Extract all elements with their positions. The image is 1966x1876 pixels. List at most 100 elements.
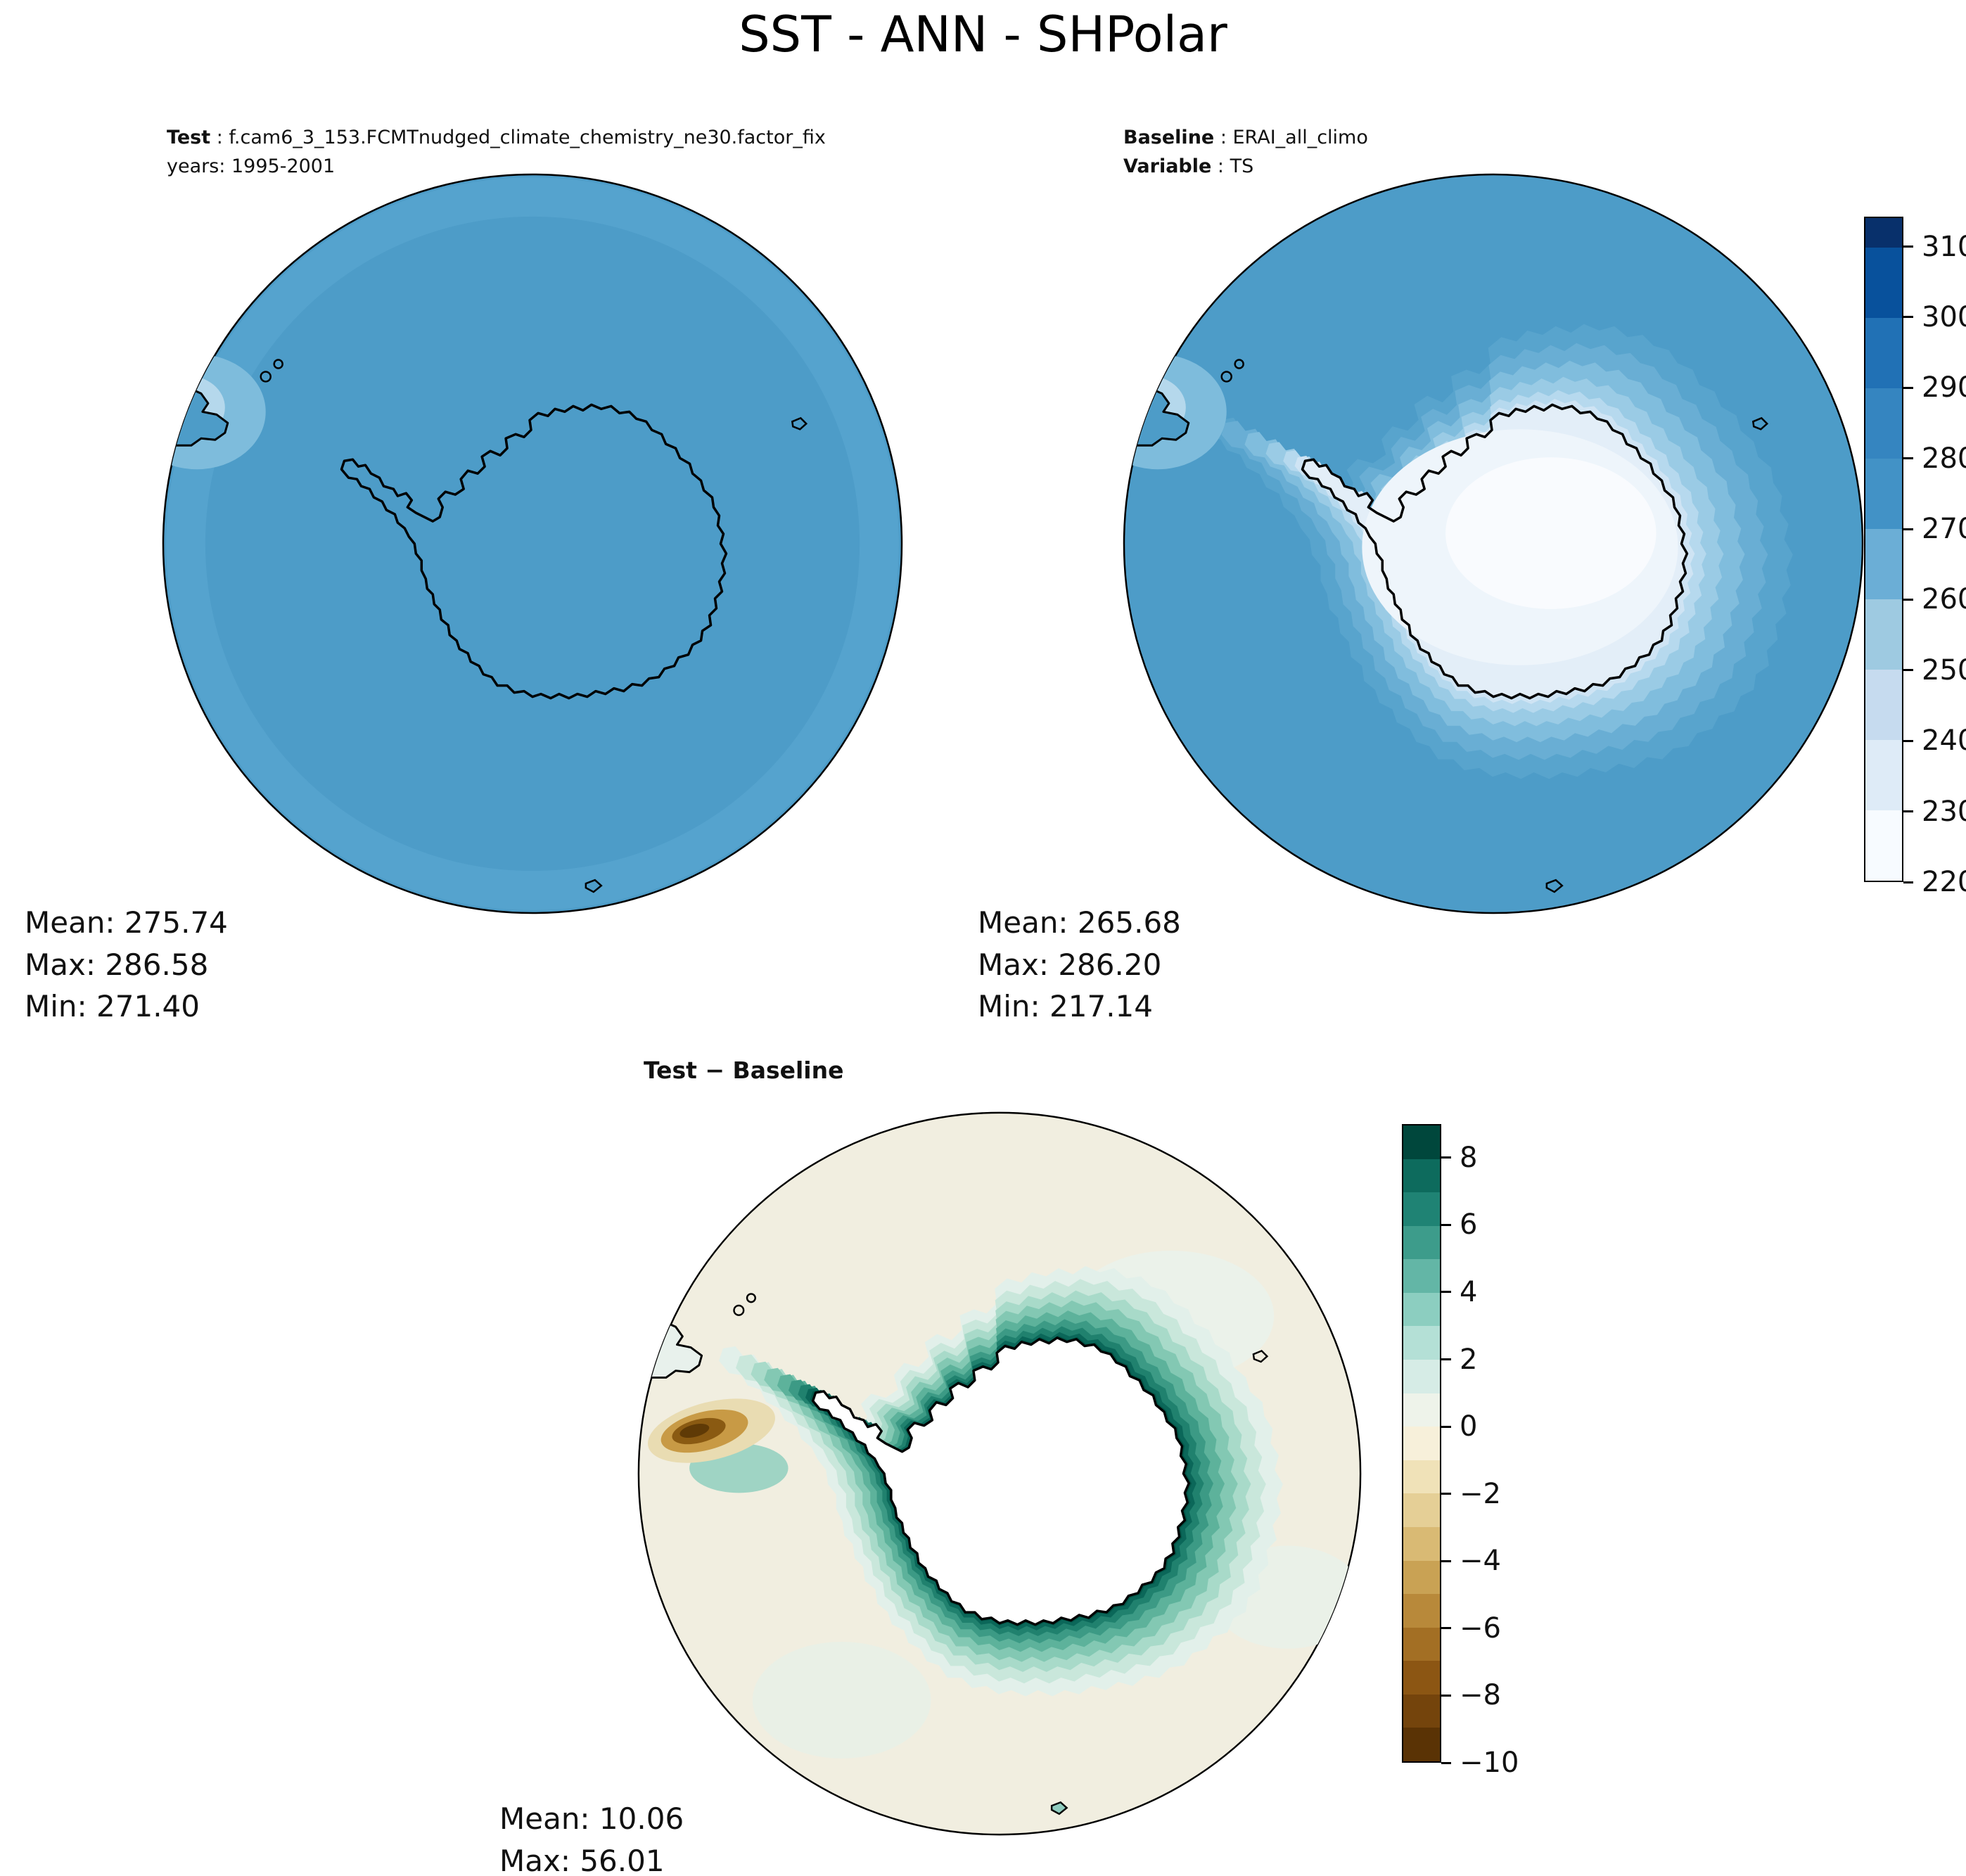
- colorbar-band: [1403, 1594, 1440, 1628]
- colorbar-band: [1865, 459, 1902, 530]
- tick-mark: [1903, 739, 1913, 742]
- colorbar-tick-label: −4: [1460, 1545, 1501, 1578]
- colorbar-band: [1403, 1560, 1440, 1595]
- colorbar-tick: 220: [1903, 866, 1966, 898]
- baseline-stats: Mean: 265.68 Max: 286.20 Min: 217.14: [978, 902, 1181, 1028]
- baseline-map-contents: [1123, 324, 1793, 893]
- colorbar-tick-label: 2: [1460, 1343, 1478, 1376]
- colorbar-tick: 300: [1903, 301, 1966, 333]
- test-dataset-line: Test : f.cam6_3_153.FCMTnudged_climate_c…: [167, 124, 826, 153]
- colorbar-band: [1403, 1728, 1440, 1761]
- colorbar-tick-label: −10: [1460, 1747, 1519, 1779]
- tick-mark: [1903, 810, 1913, 813]
- difference-colorbar-bands: [1402, 1124, 1441, 1763]
- colorbar-band: [1403, 1159, 1440, 1193]
- colorbar-tick: 4: [1441, 1276, 1477, 1308]
- diff-panel-title: Test − Baseline: [644, 1057, 844, 1084]
- colorbar-tick: 280: [1903, 442, 1966, 475]
- colorbar-band: [1403, 1292, 1440, 1327]
- colorbar-tick-label: 270: [1922, 513, 1966, 546]
- variable-value: : TS: [1211, 155, 1254, 177]
- colorbar-band: [1865, 599, 1902, 670]
- colorbar-tick-label: 0: [1460, 1410, 1478, 1443]
- colorbar-band: [1403, 1661, 1440, 1695]
- baseline-mean: Mean: 265.68: [978, 905, 1181, 940]
- colorbar-band: [1403, 1360, 1440, 1393]
- colorbar-tick: −10: [1441, 1747, 1519, 1779]
- colorbar-band: [1403, 1526, 1440, 1561]
- baseline-min: Min: 217.14: [978, 989, 1153, 1024]
- tick-mark: [1441, 1156, 1451, 1159]
- colorbar-tick: 230: [1903, 796, 1966, 828]
- test-years: years: 1995-2001: [167, 155, 336, 177]
- tick-mark: [1441, 1425, 1451, 1428]
- tick-mark: [1441, 1358, 1451, 1361]
- negative-brown-patch: [648, 1398, 775, 1463]
- colorbar-band: [1865, 810, 1902, 881]
- colorbar-band: [1403, 1192, 1440, 1226]
- colorbar-tick-label: 300: [1922, 300, 1966, 333]
- baseline-dataset: : ERAI_all_climo: [1214, 127, 1368, 148]
- variable-label: Variable: [1123, 155, 1212, 177]
- colorbar-tick-label: 220: [1922, 866, 1966, 898]
- diff-max: Max: 56.01: [499, 1843, 665, 1876]
- baseline-dataset-line: Baseline : ERAI_all_climo: [1123, 124, 1368, 153]
- test-map: [162, 173, 903, 914]
- colorbar-tick: −4: [1441, 1545, 1501, 1577]
- coldest-core: [1445, 457, 1657, 609]
- colorbar-tick-label: 230: [1922, 795, 1966, 828]
- tick-mark: [1441, 1627, 1451, 1630]
- colorbar-tick: 0: [1441, 1410, 1477, 1443]
- difference-colorbar: 8 6 4 2 0 −2 −4 −6 −8 −10: [1402, 1124, 1519, 1779]
- test-annotation: Test : f.cam6_3_153.FCMTnudged_climate_c…: [167, 124, 826, 181]
- colorbar-band: [1865, 318, 1902, 389]
- colorbar-extend-band: [1865, 218, 1902, 248]
- test-stats: Mean: 275.74 Max: 286.58 Min: 271.40: [25, 902, 228, 1028]
- tick-mark: [1903, 598, 1913, 601]
- colorbar-band: [1403, 1393, 1440, 1427]
- diff-map-contents: [638, 1250, 1361, 1816]
- colorbar-tick: −8: [1441, 1679, 1501, 1711]
- tick-mark: [1441, 1559, 1451, 1562]
- colorbar-tick: 6: [1441, 1208, 1477, 1241]
- colorbar-tick: 240: [1903, 725, 1966, 757]
- temperature-colorbar: 310 300 290 280 270 260 250 240 230 220: [1864, 217, 1966, 898]
- test-dataset: : f.cam6_3_153.FCMTnudged_climate_chemis…: [210, 127, 826, 148]
- colorbar-tick-label: 240: [1922, 725, 1966, 758]
- difference-colorbar-ticks: 8 6 4 2 0 −2 −4 −6 −8 −10: [1402, 1124, 1519, 1779]
- colorbar-tick: 260: [1903, 583, 1966, 615]
- diff-map: [637, 1111, 1362, 1836]
- tick-mark: [1441, 1493, 1451, 1495]
- tick-mark: [1441, 1291, 1451, 1294]
- colorbar-band: [1403, 1326, 1440, 1360]
- colorbar-band: [1403, 1427, 1440, 1460]
- colorbar-tick: 310: [1903, 231, 1966, 263]
- tick-mark: [1903, 316, 1913, 319]
- test-mean: Mean: 275.74: [25, 905, 228, 940]
- colorbar-band: [1865, 529, 1902, 600]
- page-title: SST - ANN - SHPolar: [739, 6, 1227, 63]
- colorbar-tick-label: 8: [1460, 1141, 1478, 1174]
- colorbar-tick: 270: [1903, 513, 1966, 545]
- colorbar-band: [1865, 670, 1902, 741]
- temperature-colorbar-ticks: 310 300 290 280 270 260 250 240 230 220: [1864, 217, 1966, 898]
- baseline-max: Max: 286.20: [978, 947, 1162, 982]
- brown-band-darkest: [679, 1424, 710, 1438]
- colorbar-band: [1403, 1125, 1440, 1159]
- test-label: Test: [167, 127, 211, 148]
- test-min: Min: 271.40: [25, 989, 200, 1024]
- tick-mark: [1441, 1223, 1451, 1226]
- colorbar-tick: 2: [1441, 1344, 1477, 1376]
- colorbar-band: [1403, 1225, 1440, 1260]
- tick-mark: [1903, 881, 1913, 883]
- colorbar-band: [1865, 740, 1902, 811]
- colorbar-band: [1403, 1627, 1440, 1661]
- baseline-variable-line: Variable : TS: [1123, 153, 1368, 181]
- baseline-label: Baseline: [1123, 127, 1215, 148]
- colorbar-tick-label: 290: [1922, 371, 1966, 404]
- colorbar-band: [1403, 1694, 1440, 1728]
- tick-mark: [1441, 1694, 1451, 1697]
- colorbar-tick-label: 250: [1922, 653, 1966, 687]
- colorbar-tick: 290: [1903, 371, 1966, 404]
